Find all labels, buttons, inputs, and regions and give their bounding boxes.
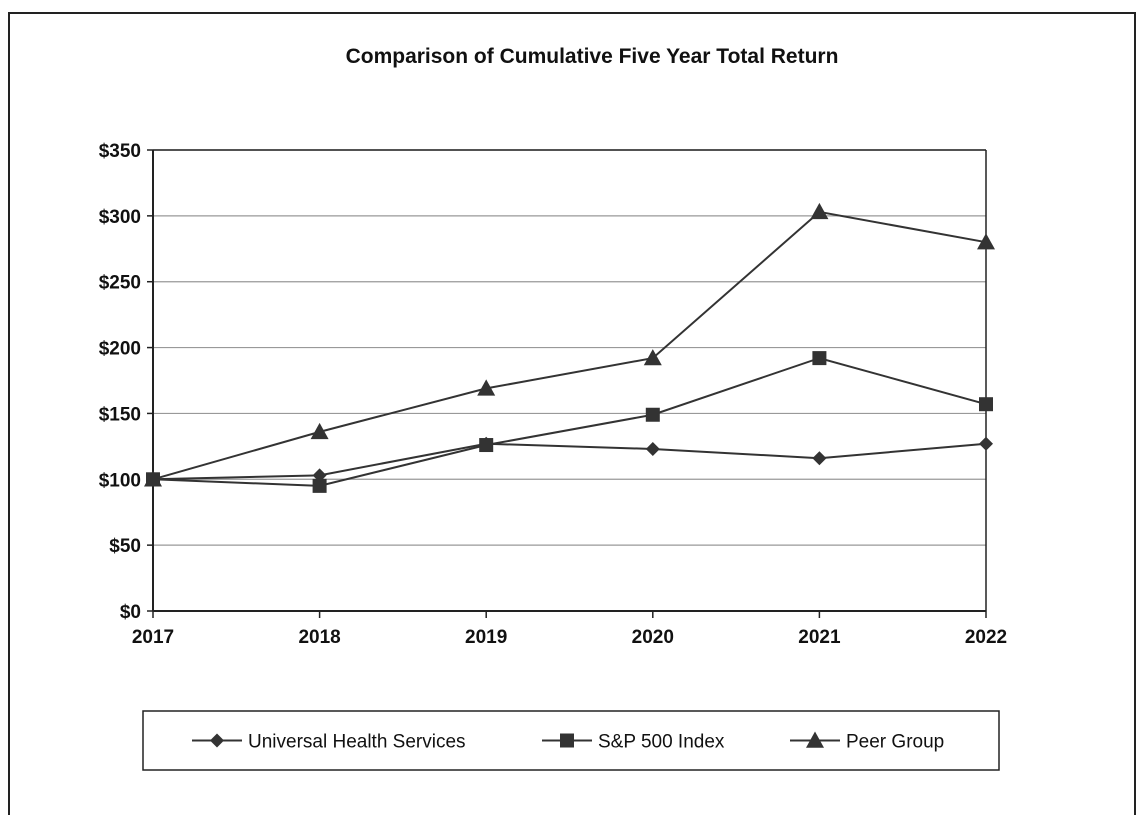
data-point-square <box>312 478 327 493</box>
data-point-diamond <box>645 441 660 456</box>
y-axis-ticks: $0 $50 $100 $150 $200 $250 $300 $350 <box>99 141 153 623</box>
data-point-triangle <box>144 470 162 487</box>
chart-frame <box>8 12 1136 815</box>
x-tick-label: 2017 <box>132 627 174 648</box>
legend-marker-square <box>560 733 574 748</box>
data-point-diamond <box>812 451 827 466</box>
series-line-triangle <box>152 210 987 481</box>
series-group <box>144 202 995 493</box>
data-point-square <box>645 407 660 422</box>
x-tick-label: 2018 <box>298 627 340 648</box>
y-tick-label: $200 <box>99 339 141 360</box>
data-point-triangle <box>810 202 829 220</box>
series-line-square <box>152 357 987 487</box>
y-tick-label: $0 <box>120 602 141 623</box>
data-point-triangle <box>977 233 995 250</box>
legend-marker-triangle <box>806 731 824 748</box>
legend: Universal Health Services S&P 500 Index Pe… <box>142 710 1000 771</box>
grid-lines <box>152 149 987 612</box>
y-tick-label: $350 <box>99 141 141 162</box>
x-tick-label: 2022 <box>965 627 1007 648</box>
legend-label: Universal Health Services <box>248 732 466 753</box>
x-tick-label: 2021 <box>798 627 841 648</box>
data-point-diamond <box>979 436 993 451</box>
chart-title: Comparison of Cumulative Five Year Total… <box>346 45 839 68</box>
data-point-triangle <box>643 349 662 366</box>
data-point-triangle <box>310 422 329 440</box>
legend-marker-diamond <box>210 733 224 748</box>
data-point-square <box>479 438 494 453</box>
x-tick-label: 2019 <box>465 627 507 648</box>
legend-label: Peer Group <box>846 732 944 753</box>
data-point-diamond <box>312 468 327 483</box>
x-axis-ticks: 2017 2018 2019 2020 2021 2022 <box>132 611 1007 648</box>
y-tick-label: $100 <box>99 470 141 491</box>
y-tick-label: $300 <box>99 207 141 228</box>
y-tick-label: $250 <box>99 273 141 294</box>
data-point-triangle <box>477 379 496 396</box>
x-tick-label: 2020 <box>632 627 674 648</box>
legend-label: S&P 500 Index <box>598 732 725 753</box>
data-point-square <box>979 397 993 412</box>
y-tick-label: $50 <box>109 536 141 557</box>
data-point-square <box>812 351 827 366</box>
series-line-diamond <box>152 442 987 481</box>
y-tick-label: $150 <box>99 404 141 425</box>
